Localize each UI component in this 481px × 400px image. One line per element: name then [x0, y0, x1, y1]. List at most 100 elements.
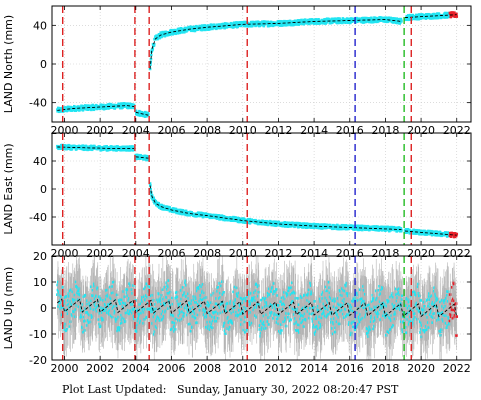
data-point [146, 111, 150, 115]
data-point [221, 293, 225, 296]
data-point [288, 286, 292, 290]
data-point [175, 30, 179, 33]
data-point [151, 47, 155, 50]
data-point [206, 212, 209, 216]
data-point [400, 19, 403, 23]
data-point [215, 214, 218, 217]
data-point [327, 280, 331, 284]
data-point [345, 227, 348, 231]
data-point [300, 222, 304, 225]
data-point [216, 26, 220, 30]
data-point [381, 16, 385, 20]
data-point [255, 282, 258, 286]
data-point [84, 107, 88, 111]
data-point [197, 285, 201, 289]
model-fit-line [57, 146, 134, 149]
data-point [119, 298, 122, 301]
data-point [271, 304, 274, 307]
model-fit-line [135, 111, 149, 116]
data-point [82, 330, 85, 334]
data-point [377, 312, 380, 316]
data-point [233, 25, 237, 28]
data-point [64, 106, 68, 110]
data-point [186, 310, 190, 314]
data-point [70, 148, 74, 151]
y-axis-label: LAND East (mm) [2, 143, 15, 234]
data-point [269, 20, 273, 24]
data-point [194, 316, 197, 320]
data-point [139, 153, 142, 157]
data-point [65, 327, 69, 331]
data-point [387, 16, 391, 20]
data-point [98, 107, 102, 111]
data-point [222, 291, 226, 294]
data-point [182, 293, 185, 297]
data-point [330, 21, 334, 24]
data-point [317, 18, 320, 21]
data-point [146, 158, 150, 161]
data-point [242, 24, 246, 28]
data-point [167, 279, 171, 282]
data-point [160, 204, 163, 207]
y-tick-label: 40 [33, 19, 47, 32]
data-point [270, 290, 273, 293]
data-point [272, 290, 276, 293]
data-point [160, 35, 163, 39]
data-point [341, 17, 345, 20]
data-point [166, 30, 170, 34]
data-point [132, 103, 136, 107]
data-point [351, 309, 355, 313]
data-point [256, 222, 260, 226]
data-point [399, 227, 403, 230]
data-point [362, 19, 366, 23]
data-point [445, 235, 449, 238]
data-point [298, 223, 302, 226]
data-point [302, 325, 306, 328]
data-point [254, 23, 258, 27]
data-point [341, 227, 345, 231]
data-series [56, 143, 459, 239]
data-point [350, 322, 354, 325]
data-point [156, 37, 159, 41]
data-point [151, 48, 154, 52]
data-point [290, 286, 293, 290]
data-point [145, 282, 149, 286]
data-point [349, 333, 353, 337]
data-point [284, 24, 287, 27]
data-point [352, 228, 355, 231]
data-point [203, 24, 207, 27]
data-point [158, 319, 162, 322]
chart-panel-2: 2000 2002 2004 2006 2008 2010 2012 2014 2016 2018… [2, 132, 472, 260]
data-point [408, 228, 411, 232]
recent-data-point [455, 12, 458, 16]
data-point [310, 22, 313, 25]
data-point [371, 299, 375, 303]
data-point [89, 307, 93, 311]
x-tick-label: 2002 [86, 247, 114, 260]
data-point [81, 108, 85, 112]
data-point [111, 315, 114, 319]
data-point [308, 222, 312, 226]
model-fit-line [149, 185, 402, 231]
x-tick-label: 2018 [371, 247, 399, 260]
data-point [182, 311, 186, 315]
y-tick-label: 0 [40, 58, 47, 71]
recent-data-point [453, 11, 456, 14]
recent-data-point [454, 234, 458, 238]
data-point [162, 204, 165, 208]
data-point [237, 313, 240, 317]
model-fit-line [57, 105, 135, 111]
data-point [148, 67, 152, 71]
data-point [423, 229, 426, 233]
data-point [358, 288, 362, 292]
data-point [120, 298, 124, 302]
data-point [418, 229, 422, 233]
data-point [428, 13, 431, 17]
data-point [68, 325, 72, 328]
x-tick-label: 2000 [50, 124, 78, 137]
data-point [57, 110, 61, 114]
y-tick-label: -40 [29, 97, 47, 110]
x-tick-label: 2014 [300, 247, 328, 260]
data-point [236, 25, 240, 28]
